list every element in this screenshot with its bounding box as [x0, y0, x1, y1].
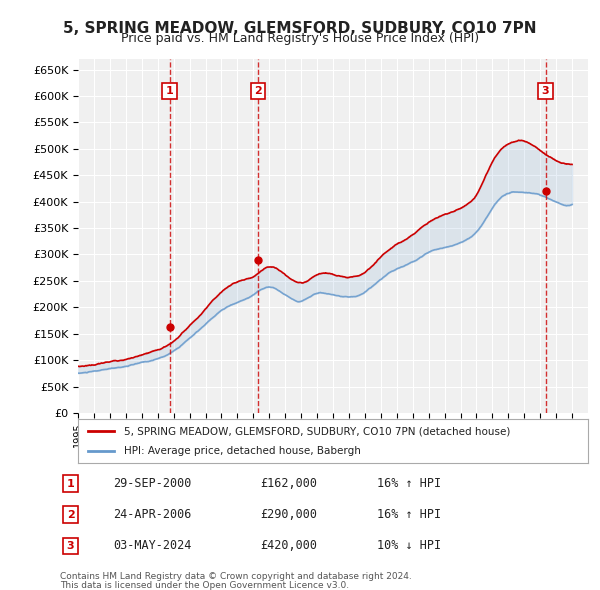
- Text: 2: 2: [254, 86, 262, 96]
- Text: 3: 3: [67, 541, 74, 551]
- Text: 1: 1: [166, 86, 173, 96]
- Text: 03-MAY-2024: 03-MAY-2024: [113, 539, 191, 552]
- Text: £290,000: £290,000: [260, 508, 317, 522]
- Text: 2: 2: [67, 510, 74, 520]
- Text: 1: 1: [67, 478, 74, 489]
- Text: £162,000: £162,000: [260, 477, 317, 490]
- Text: 16% ↑ HPI: 16% ↑ HPI: [377, 477, 441, 490]
- Text: 5, SPRING MEADOW, GLEMSFORD, SUDBURY, CO10 7PN (detached house): 5, SPRING MEADOW, GLEMSFORD, SUDBURY, CO…: [124, 427, 510, 436]
- Text: This data is licensed under the Open Government Licence v3.0.: This data is licensed under the Open Gov…: [60, 581, 349, 590]
- Text: 24-APR-2006: 24-APR-2006: [113, 508, 191, 522]
- Text: 16% ↑ HPI: 16% ↑ HPI: [377, 508, 441, 522]
- Text: 10% ↓ HPI: 10% ↓ HPI: [377, 539, 441, 552]
- Text: 3: 3: [542, 86, 550, 96]
- Text: £420,000: £420,000: [260, 539, 317, 552]
- Text: Contains HM Land Registry data © Crown copyright and database right 2024.: Contains HM Land Registry data © Crown c…: [60, 572, 412, 581]
- Text: HPI: Average price, detached house, Babergh: HPI: Average price, detached house, Babe…: [124, 446, 361, 455]
- Text: 29-SEP-2000: 29-SEP-2000: [113, 477, 191, 490]
- Text: Price paid vs. HM Land Registry's House Price Index (HPI): Price paid vs. HM Land Registry's House …: [121, 32, 479, 45]
- Text: 5, SPRING MEADOW, GLEMSFORD, SUDBURY, CO10 7PN: 5, SPRING MEADOW, GLEMSFORD, SUDBURY, CO…: [63, 21, 537, 35]
